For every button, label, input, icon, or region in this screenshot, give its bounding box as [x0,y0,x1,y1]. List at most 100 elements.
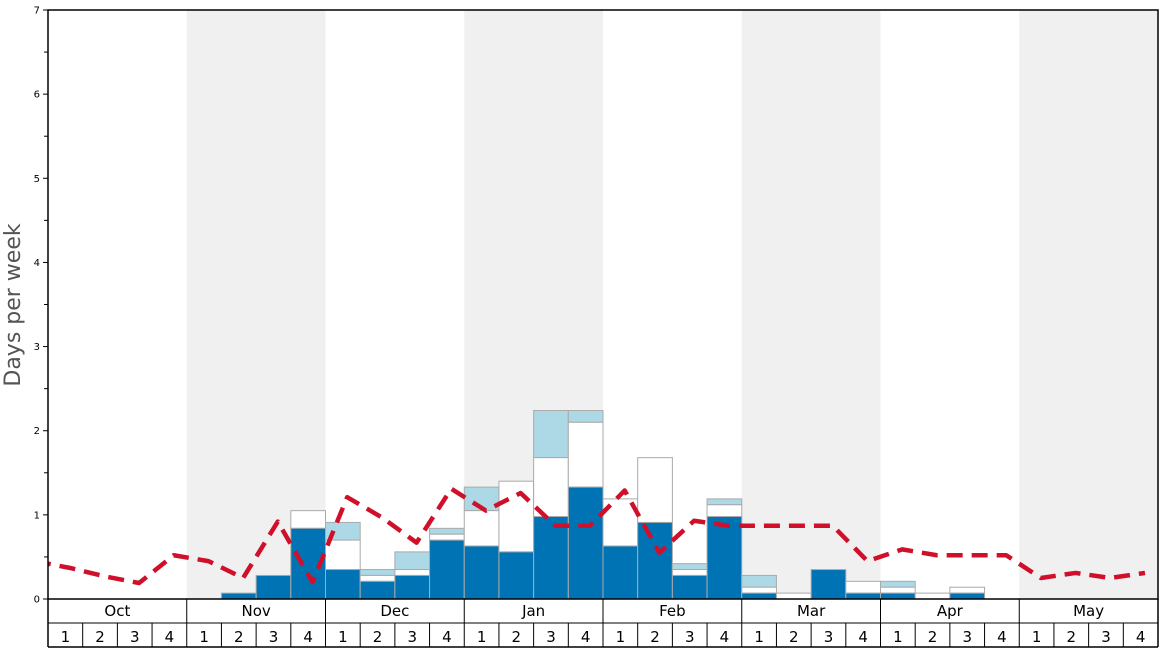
bar-segment-white [290,510,326,529]
week-label: 3 [1101,628,1111,646]
bar-segment-dark [255,574,292,600]
bar-segment-dark [429,539,465,600]
week-label: 3 [407,628,417,646]
bar-segment-dark [325,569,361,600]
bar-segment-white [949,586,986,594]
x-axis-months-weeks: Oct 1 2 3 4 Nov 1 2 3 4 Dec 1 2 3 4 Jan 1 2 3 4 Feb 1 2 3 4 Mar 1 2… [47,599,1159,648]
bar-segment-light [567,410,604,423]
y-tick-label: 1 [34,510,40,521]
bar-segment-light [880,580,916,588]
bar-segment-dark [533,516,569,600]
month-label-oct: Oct [104,602,130,620]
bar-segment-dark [498,551,535,600]
week-label: 4 [303,628,313,646]
bar-nov-w2 [220,592,257,600]
week-label: 2 [95,628,105,646]
month-label-feb: Feb [659,602,686,620]
week-label: 1 [893,628,903,646]
bar-segment-white [706,504,743,518]
bar-segment-white [325,539,361,571]
y-tick-label: 4 [34,258,40,269]
bar-apr-w3 [949,586,986,600]
bar-segment-light [429,527,465,535]
bar-nov-w4 [290,510,326,600]
week-label: 4 [581,628,591,646]
week-label: 1 [199,628,209,646]
bar-segment-white [429,533,465,541]
bar-jan-w3 [533,410,569,600]
bar-segment-white [775,592,812,600]
bar-nov-w3 [255,574,292,600]
bar-segment-dark [394,574,431,600]
y-tick-label: 0 [34,595,40,606]
bar-feb-w2 [637,457,673,600]
y-tick-label: 3 [34,342,40,353]
bar-segment-dark [880,592,916,600]
bar-apr-w2 [914,592,951,600]
bar-segment-light [359,569,396,576]
bar-jan-w1 [463,486,500,600]
bar-dec-w3 [394,551,431,600]
week-label: 4 [858,628,868,646]
plot-frame [47,9,1159,600]
average-line [48,486,1146,586]
bar-feb-w3 [671,563,708,600]
week-label: 4 [997,628,1007,646]
week-label: 4 [720,628,730,646]
shade-mar [741,10,881,599]
week-label: 1 [616,628,626,646]
week-label: 2 [512,628,522,646]
bar-segment-white [567,421,604,488]
bar-segment-light [741,574,777,588]
bar-apr-w1 [880,580,916,600]
bar-segment-light [533,410,569,459]
bar-segment-white [498,480,535,553]
bar-segment-dark [637,521,673,600]
bar-segment-white [394,569,431,576]
bar-mar-w3 [810,569,847,600]
month-label-nov: Nov [241,602,270,620]
bar-segment-white [914,592,951,600]
bar-mar-w4 [845,580,881,600]
month-shading [186,10,1158,599]
week-label: 1 [61,628,71,646]
y-axis: 0 1 2 3 4 5 6 7 [34,6,48,606]
average-line-layer [48,486,1146,586]
y-tick-label: 6 [34,90,40,101]
week-label: 3 [546,628,556,646]
bar-segment-dark [845,592,881,600]
bar-dec-w4 [429,527,465,600]
bar-segment-light [394,551,431,571]
week-label: 3 [130,628,140,646]
bar-feb-w4 [706,498,743,600]
week-label: 1 [754,628,764,646]
bar-dec-w2 [359,569,396,600]
y-tick-label: 7 [34,6,40,17]
bar-segment-dark [706,516,743,600]
week-label: 2 [373,628,383,646]
month-label-dec: Dec [380,602,409,620]
y-tick-label: 5 [34,174,40,185]
week-label: 2 [789,628,799,646]
week-label: 1 [1032,628,1042,646]
bar-feb-w1 [602,498,639,600]
month-label-may: May [1073,602,1104,620]
bar-mar-w2 [775,592,812,600]
bar-segment-dark [463,545,500,600]
bar-mar-w1 [741,574,777,600]
week-label: 3 [962,628,972,646]
bar-segment-dark [741,592,777,600]
bar-segment-dark [810,569,847,600]
bar-segment-white [671,569,708,576]
week-label: 2 [234,628,244,646]
bar-jan-w4 [567,410,604,600]
week-label: 2 [928,628,938,646]
bar-segment-dark [671,574,708,600]
bar-segment-dark [220,592,257,600]
week-label: 3 [824,628,834,646]
week-label: 1 [338,628,348,646]
bar-segment-white [741,586,777,594]
week-label: 4 [442,628,452,646]
week-label: 3 [685,628,695,646]
